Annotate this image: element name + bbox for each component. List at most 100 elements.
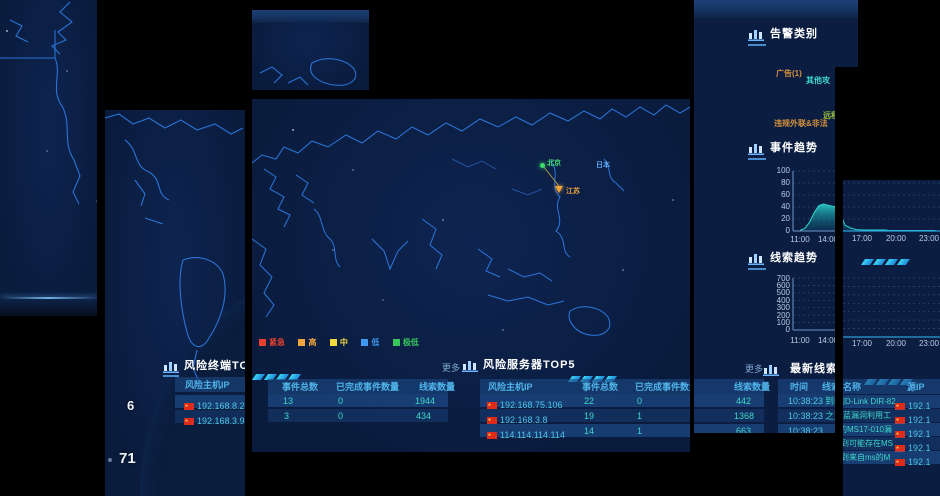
col-events-done: 已完成事件数量 bbox=[635, 382, 690, 392]
y-tick: 600 bbox=[776, 281, 790, 290]
y-tick: 80 bbox=[781, 178, 790, 187]
cell-events: 14 bbox=[584, 426, 595, 436]
right-panel-fragment: 广告(1) 其他攻 远程 违规外联&非法 事件趋势 100 80 60 40 2… bbox=[694, 67, 835, 433]
marker-beijing[interactable] bbox=[540, 163, 545, 168]
y-tick: 0 bbox=[785, 226, 790, 235]
table-row[interactable] bbox=[694, 424, 764, 433]
cell-name: 到D-Link DIR-82 bbox=[843, 397, 896, 406]
col-event-total: 事件总数 bbox=[282, 382, 319, 392]
china-flag-icon bbox=[487, 417, 497, 424]
table-row[interactable] bbox=[778, 394, 835, 407]
col-clue-name: 线索名称 bbox=[843, 382, 862, 392]
planet-horizon-glow bbox=[0, 297, 97, 299]
table-row[interactable] bbox=[694, 409, 764, 422]
risk-terminal-more-link[interactable]: 更多 bbox=[442, 363, 461, 373]
table-row[interactable] bbox=[480, 424, 690, 437]
cell-name: 之蓝漏洞利用工 bbox=[825, 411, 835, 421]
latest-clues-more-link[interactable]: 更多 bbox=[745, 364, 764, 374]
top-title-band bbox=[252, 10, 369, 23]
cell-ip: 192.1 bbox=[895, 439, 931, 455]
col-clue-count: 线索数量 bbox=[734, 382, 771, 392]
table-header-bar bbox=[480, 379, 690, 394]
y-tick: 100 bbox=[776, 318, 790, 327]
table-row[interactable] bbox=[843, 451, 940, 464]
star-dots bbox=[6, 30, 8, 32]
x-tick: 11:00 bbox=[790, 336, 810, 345]
clue-trend-grid-svg bbox=[792, 277, 835, 331]
top-title-band bbox=[694, 0, 858, 18]
table-row[interactable] bbox=[694, 394, 764, 407]
cell-done: 0 bbox=[338, 396, 344, 406]
alert-category-header-fragment: 告警类别 bbox=[694, 0, 858, 67]
latest-clues-title: 最新线索 bbox=[790, 363, 835, 375]
map-count-badge: 71 bbox=[119, 450, 136, 467]
cell-done: 0 bbox=[637, 396, 643, 406]
legend-item-verylow: 极低 bbox=[392, 338, 419, 347]
event-trend-area-svg bbox=[843, 182, 940, 232]
y-tick: 40 bbox=[781, 202, 790, 211]
x-tick: 23:00 bbox=[918, 234, 940, 243]
legend-swatch bbox=[392, 339, 400, 346]
col-time: 时间 bbox=[790, 382, 809, 392]
main-map-panel: 北京 江苏 日本 紧急 高 中 低 极低 更多 事件总数 已完成事件数量 线索数… bbox=[252, 99, 690, 452]
cell-events: 13 bbox=[283, 396, 294, 406]
cell-done: 1 bbox=[637, 411, 643, 421]
china-flag-icon bbox=[895, 431, 905, 438]
cell-name: 的MS17-010漏 bbox=[843, 425, 892, 434]
map-label-japan: 日本 bbox=[596, 162, 610, 169]
y-tick: 500 bbox=[776, 288, 790, 297]
world-map[interactable] bbox=[252, 99, 690, 344]
y-tick: 20 bbox=[781, 214, 790, 223]
col-event-total: 事件总数 bbox=[582, 382, 619, 392]
clue-trend-chart: 700 600 500 400 300 200 100 0 11:00 14:0… bbox=[770, 275, 835, 359]
col-source-ip: 源IP bbox=[907, 382, 925, 392]
table-row[interactable] bbox=[778, 424, 835, 433]
table-row[interactable] bbox=[843, 409, 940, 422]
cell-clues: 1944 bbox=[415, 396, 436, 406]
table-row[interactable] bbox=[480, 409, 690, 422]
cell-ip: 192.1 bbox=[895, 411, 931, 427]
cell-clues: 434 bbox=[416, 411, 432, 421]
table-row[interactable] bbox=[778, 409, 835, 422]
slash-decoration bbox=[860, 252, 911, 270]
table-header-bar bbox=[694, 379, 764, 394]
china-flag-icon bbox=[487, 402, 497, 409]
table-row[interactable] bbox=[268, 409, 448, 422]
title-underline bbox=[748, 44, 766, 46]
china-flag-icon bbox=[184, 418, 194, 425]
marker-label-beijing: 北京 bbox=[547, 160, 561, 167]
x-tick: 17:00 bbox=[851, 234, 873, 243]
map-fragment-arctic bbox=[252, 10, 369, 90]
cell-ip: 192.1 bbox=[895, 397, 931, 413]
cell-name: 到来自ms的M bbox=[843, 453, 891, 462]
right-strip-fragment: 17:00 20:00 23:00 17:00 20:00 23:00 线索名称… bbox=[843, 180, 940, 496]
legend-item-low: 低 bbox=[361, 338, 379, 347]
cell-time: 10:38:23 bbox=[788, 426, 824, 434]
clue-trend-chart-right: 17:00 20:00 23:00 bbox=[843, 276, 940, 352]
table-row[interactable] bbox=[843, 423, 940, 436]
x-tick: 17:00 bbox=[851, 339, 873, 348]
panel-icon bbox=[748, 251, 765, 265]
table-row[interactable] bbox=[843, 437, 940, 450]
cell-name: 之蓝漏洞利用工 bbox=[843, 411, 891, 420]
col-risk-host-ip: 风险主机IP bbox=[185, 380, 230, 390]
col-clue-count: 线索数量 bbox=[419, 382, 456, 392]
marker-jiangsu[interactable] bbox=[555, 186, 563, 193]
china-flag-icon bbox=[895, 417, 905, 424]
cell-clues: 663 bbox=[736, 426, 752, 434]
china-flag-icon bbox=[487, 432, 497, 439]
marker-label-jiangsu: 江苏 bbox=[566, 188, 580, 195]
clue-trend-grid-svg bbox=[843, 277, 940, 338]
table-row[interactable] bbox=[268, 394, 448, 407]
event-trend-chart: 100 80 60 40 20 0 11:00 14:00 bbox=[774, 167, 835, 249]
x-tick: 14:00 bbox=[817, 235, 835, 244]
table-row[interactable] bbox=[843, 395, 940, 408]
alert-label-violation: 违规外联&非法 bbox=[774, 119, 828, 128]
china-flag-icon bbox=[895, 459, 905, 466]
table-row[interactable] bbox=[480, 394, 690, 407]
alert-label-ad: 广告(1) bbox=[776, 69, 802, 78]
cell-clues: 1368 bbox=[734, 411, 755, 421]
event-trend-title: 事件趋势 bbox=[770, 142, 818, 154]
cell-time: 10:38:23 bbox=[788, 396, 824, 406]
china-flag-icon bbox=[895, 403, 905, 410]
